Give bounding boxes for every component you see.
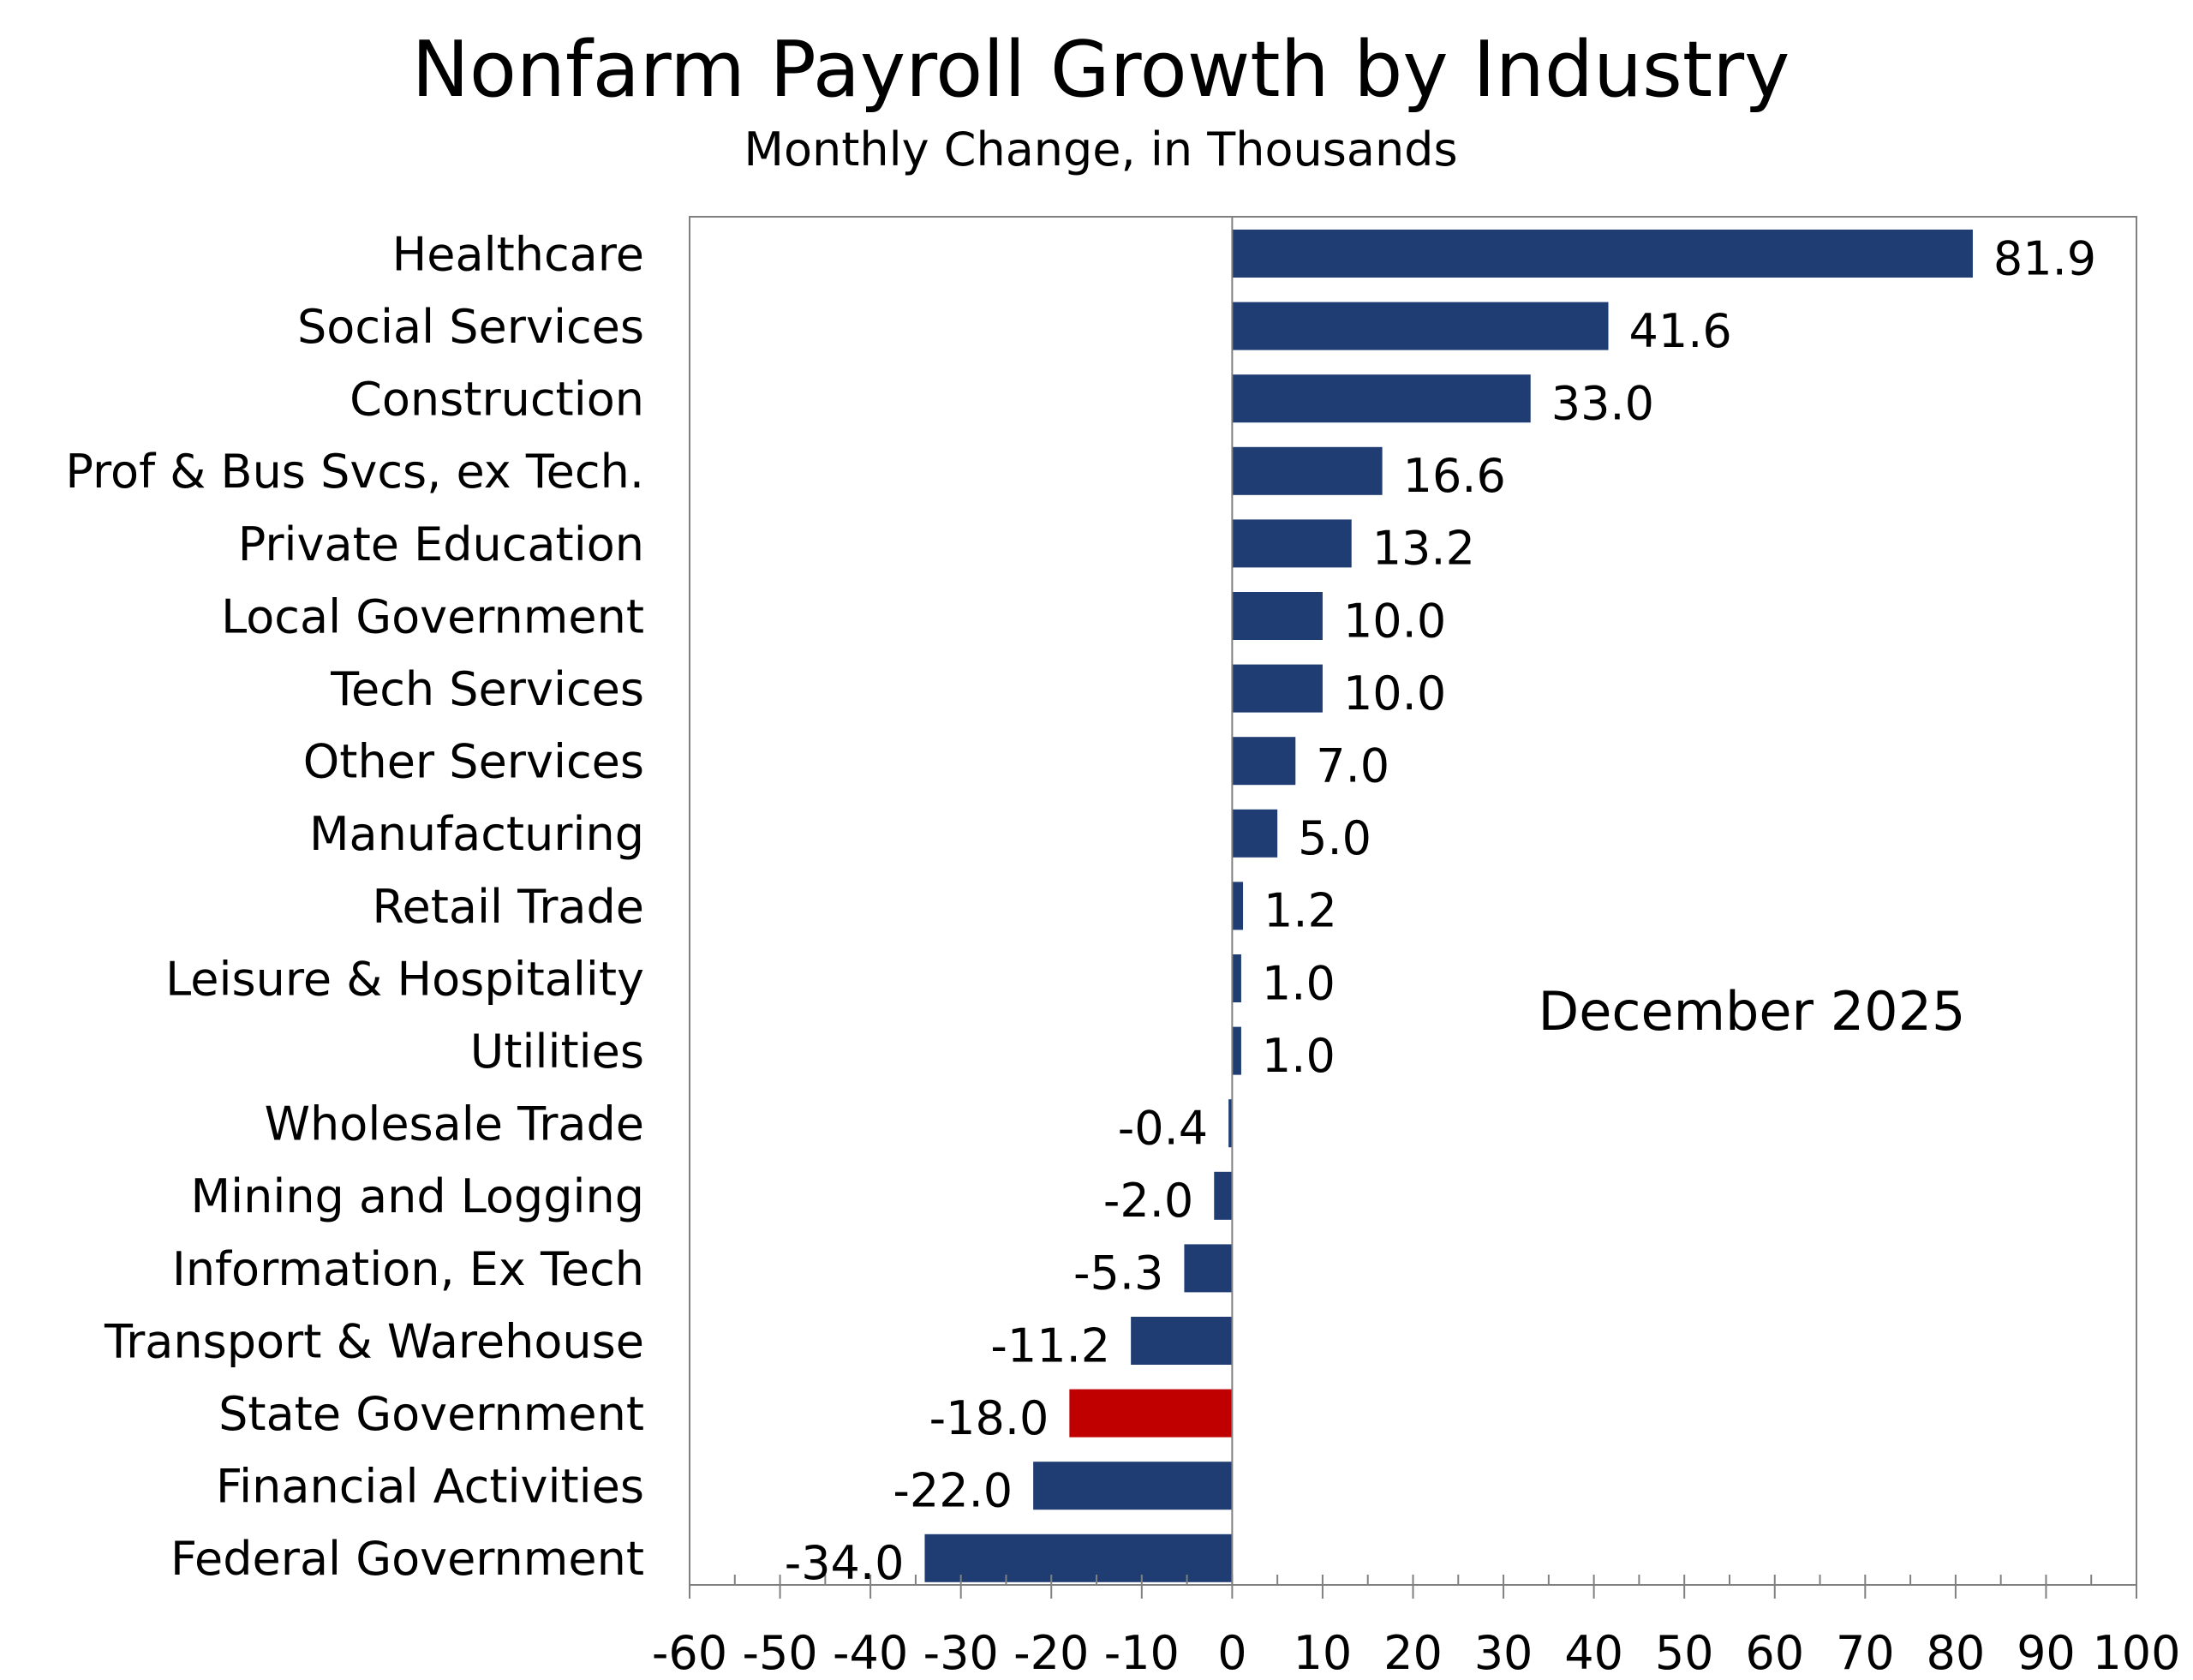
- value-label-financial-activities: -22.0: [893, 1464, 1013, 1518]
- x-tick-label: -50: [742, 1626, 817, 1680]
- x-tick-label: 0: [1217, 1626, 1246, 1680]
- x-tick-label: 70: [1836, 1626, 1895, 1680]
- category-label-leisure-hospitality: Leisure & Hospitality: [165, 952, 644, 1006]
- value-label-other-services: 7.0: [1316, 739, 1389, 793]
- category-label-utilities: Utilities: [470, 1025, 644, 1079]
- value-label-retail-trade: 1.2: [1264, 884, 1337, 938]
- bar-mining-and-logging: [1214, 1171, 1233, 1220]
- bars: [924, 230, 1973, 1582]
- category-label-other-services: Other Services: [303, 735, 644, 789]
- value-label-leisure-hospitality: 1.0: [1262, 956, 1336, 1010]
- chart-annotation: December 2025: [1539, 980, 1966, 1043]
- value-label-construction: 33.0: [1551, 377, 1654, 431]
- bar-other-services: [1232, 737, 1296, 786]
- category-label-transport-warehouse: Transport & Warehouse: [104, 1314, 644, 1368]
- bar-construction: [1232, 374, 1531, 423]
- chart-title: Nonfarm Payroll Growth by Industry: [412, 25, 1790, 115]
- x-axis: -60 -50 -40 -30 -20 -10 0 10 20 30 40 50 60 70 80 90 100: [652, 217, 2181, 1680]
- value-label-manufacturing: 5.0: [1298, 811, 1371, 865]
- value-label-state-government: -18.0: [929, 1391, 1049, 1445]
- value-label-information-ex-tech: -5.3: [1073, 1247, 1163, 1300]
- value-label-utilities: 1.0: [1262, 1029, 1336, 1083]
- value-label-transport-warehouse: -11.2: [990, 1318, 1110, 1372]
- category-label-social-services: Social Services: [297, 300, 644, 354]
- category-label-information-ex-tech: Information, Ex Tech: [172, 1242, 644, 1296]
- bar-private-education: [1232, 519, 1352, 568]
- category-label-private-education: Private Education: [238, 517, 644, 571]
- category-label-construction: Construction: [350, 373, 644, 427]
- bar-transport-warehouse: [1131, 1317, 1233, 1365]
- x-tick-label: 40: [1564, 1626, 1623, 1680]
- x-tick-label: 20: [1383, 1626, 1443, 1680]
- value-label-prof-bus-svcs-ex-tech: 16.6: [1403, 449, 1506, 503]
- x-tick-label: 100: [2092, 1626, 2180, 1680]
- bar-financial-activities: [1033, 1462, 1233, 1510]
- x-tick-label: 30: [1474, 1626, 1533, 1680]
- value-label-social-services: 41.6: [1629, 304, 1732, 358]
- bar-manufacturing: [1232, 809, 1278, 858]
- x-tick-label: -20: [1013, 1626, 1089, 1680]
- category-label-federal-government: Federal Government: [170, 1532, 644, 1586]
- x-tick-label: -10: [1104, 1626, 1180, 1680]
- x-tick-label: 50: [1655, 1626, 1714, 1680]
- bar-federal-government: [924, 1534, 1233, 1582]
- category-label-state-government: State Government: [218, 1387, 644, 1441]
- value-label-healthcare: 81.9: [1993, 231, 2096, 285]
- value-label-tech-services: 10.0: [1343, 667, 1446, 720]
- value-label-private-education: 13.2: [1372, 522, 1475, 576]
- category-label-healthcare: Healthcare: [392, 227, 644, 281]
- x-tick-label: 10: [1294, 1626, 1353, 1680]
- chart-subtitle: Monthly Change, in Thousands: [744, 123, 1457, 176]
- bar-social-services: [1232, 302, 1609, 350]
- bar-state-government: [1069, 1389, 1233, 1438]
- category-label-financial-activities: Financial Activities: [216, 1460, 644, 1514]
- bar-prof-bus-svcs-ex-tech: [1232, 446, 1383, 495]
- x-tick-label: 60: [1745, 1626, 1804, 1680]
- x-tick-label: -60: [652, 1626, 727, 1680]
- value-label-wholesale-trade: -0.4: [1118, 1102, 1208, 1156]
- category-label-manufacturing: Manufacturing: [309, 807, 644, 861]
- x-tick-label: 90: [2017, 1626, 2076, 1680]
- value-label-federal-government: -34.0: [785, 1536, 905, 1590]
- category-label-local-government: Local Government: [221, 589, 644, 643]
- x-tick-label: 80: [1927, 1626, 1986, 1680]
- bar-wholesale-trade: [1228, 1099, 1233, 1148]
- bar-local-government: [1232, 592, 1323, 640]
- bar-retail-trade: [1232, 882, 1244, 930]
- value-label-mining-and-logging: -2.0: [1103, 1174, 1193, 1228]
- category-label-wholesale-trade: Wholesale Trade: [265, 1097, 644, 1151]
- x-tick-label: -40: [833, 1626, 908, 1680]
- bar-healthcare: [1232, 230, 1973, 278]
- category-label-retail-trade: Retail Trade: [372, 880, 644, 934]
- bar-information-ex-tech: [1184, 1244, 1233, 1293]
- category-label-mining-and-logging: Mining and Logging: [191, 1169, 644, 1223]
- x-tick-label: -30: [923, 1626, 999, 1680]
- bar-leisure-hospitality: [1232, 954, 1241, 1002]
- category-label-prof-bus-svcs-ex-tech: Prof & Bus Svcs, ex Tech.: [65, 445, 644, 499]
- bar-tech-services: [1232, 664, 1323, 713]
- category-label-tech-services: Tech Services: [330, 662, 644, 716]
- bar-utilities: [1232, 1026, 1241, 1075]
- value-label-local-government: 10.0: [1343, 594, 1446, 648]
